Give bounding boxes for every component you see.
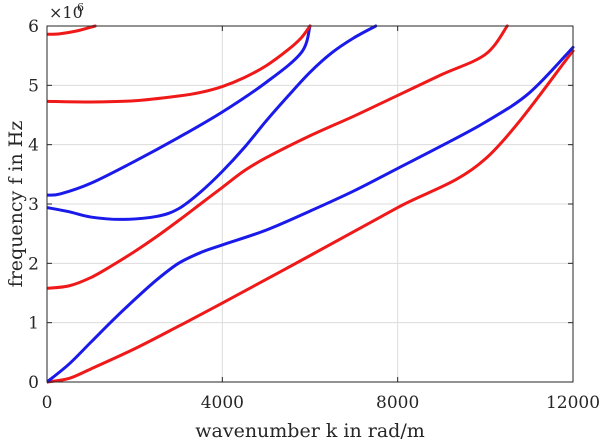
x-tick-label: 0: [42, 393, 53, 413]
y-multiplier-label: ×10: [49, 3, 83, 22]
curves: [47, 24, 575, 384]
series-red-curve-6: [47, 24, 312, 104]
y-tick-label: 4: [28, 136, 39, 156]
ticks: 0 4000 8000 12000 0 1 2 3 4 5 6: [28, 17, 600, 413]
y-tick-label: 3: [28, 195, 39, 215]
y-tick-label: 5: [28, 76, 39, 96]
series-blue-curve-5: [47, 24, 312, 197]
series-blue-curve-2: [47, 45, 575, 384]
x-tick-label: 4000: [201, 393, 244, 413]
x-tick-label: 8000: [376, 393, 419, 413]
y-axis-label: frequency f in Hz: [5, 121, 27, 288]
grid: [47, 26, 573, 382]
x-tick-label: 12000: [546, 393, 600, 413]
series-red-curve-1: [47, 49, 575, 384]
x-axis-label: wavenumber k in rad/m: [195, 420, 424, 442]
series-red-curve-7: [47, 24, 97, 36]
y-tick-label: 1: [28, 314, 39, 334]
y-multiplier-exponent: 6: [77, 1, 84, 14]
y-tick-label: 6: [28, 17, 39, 37]
y-tick-label: 2: [28, 254, 39, 274]
y-tick-label: 0: [28, 373, 39, 393]
series-red-curve-3: [47, 24, 509, 290]
series-blue-curve-4: [47, 24, 378, 221]
